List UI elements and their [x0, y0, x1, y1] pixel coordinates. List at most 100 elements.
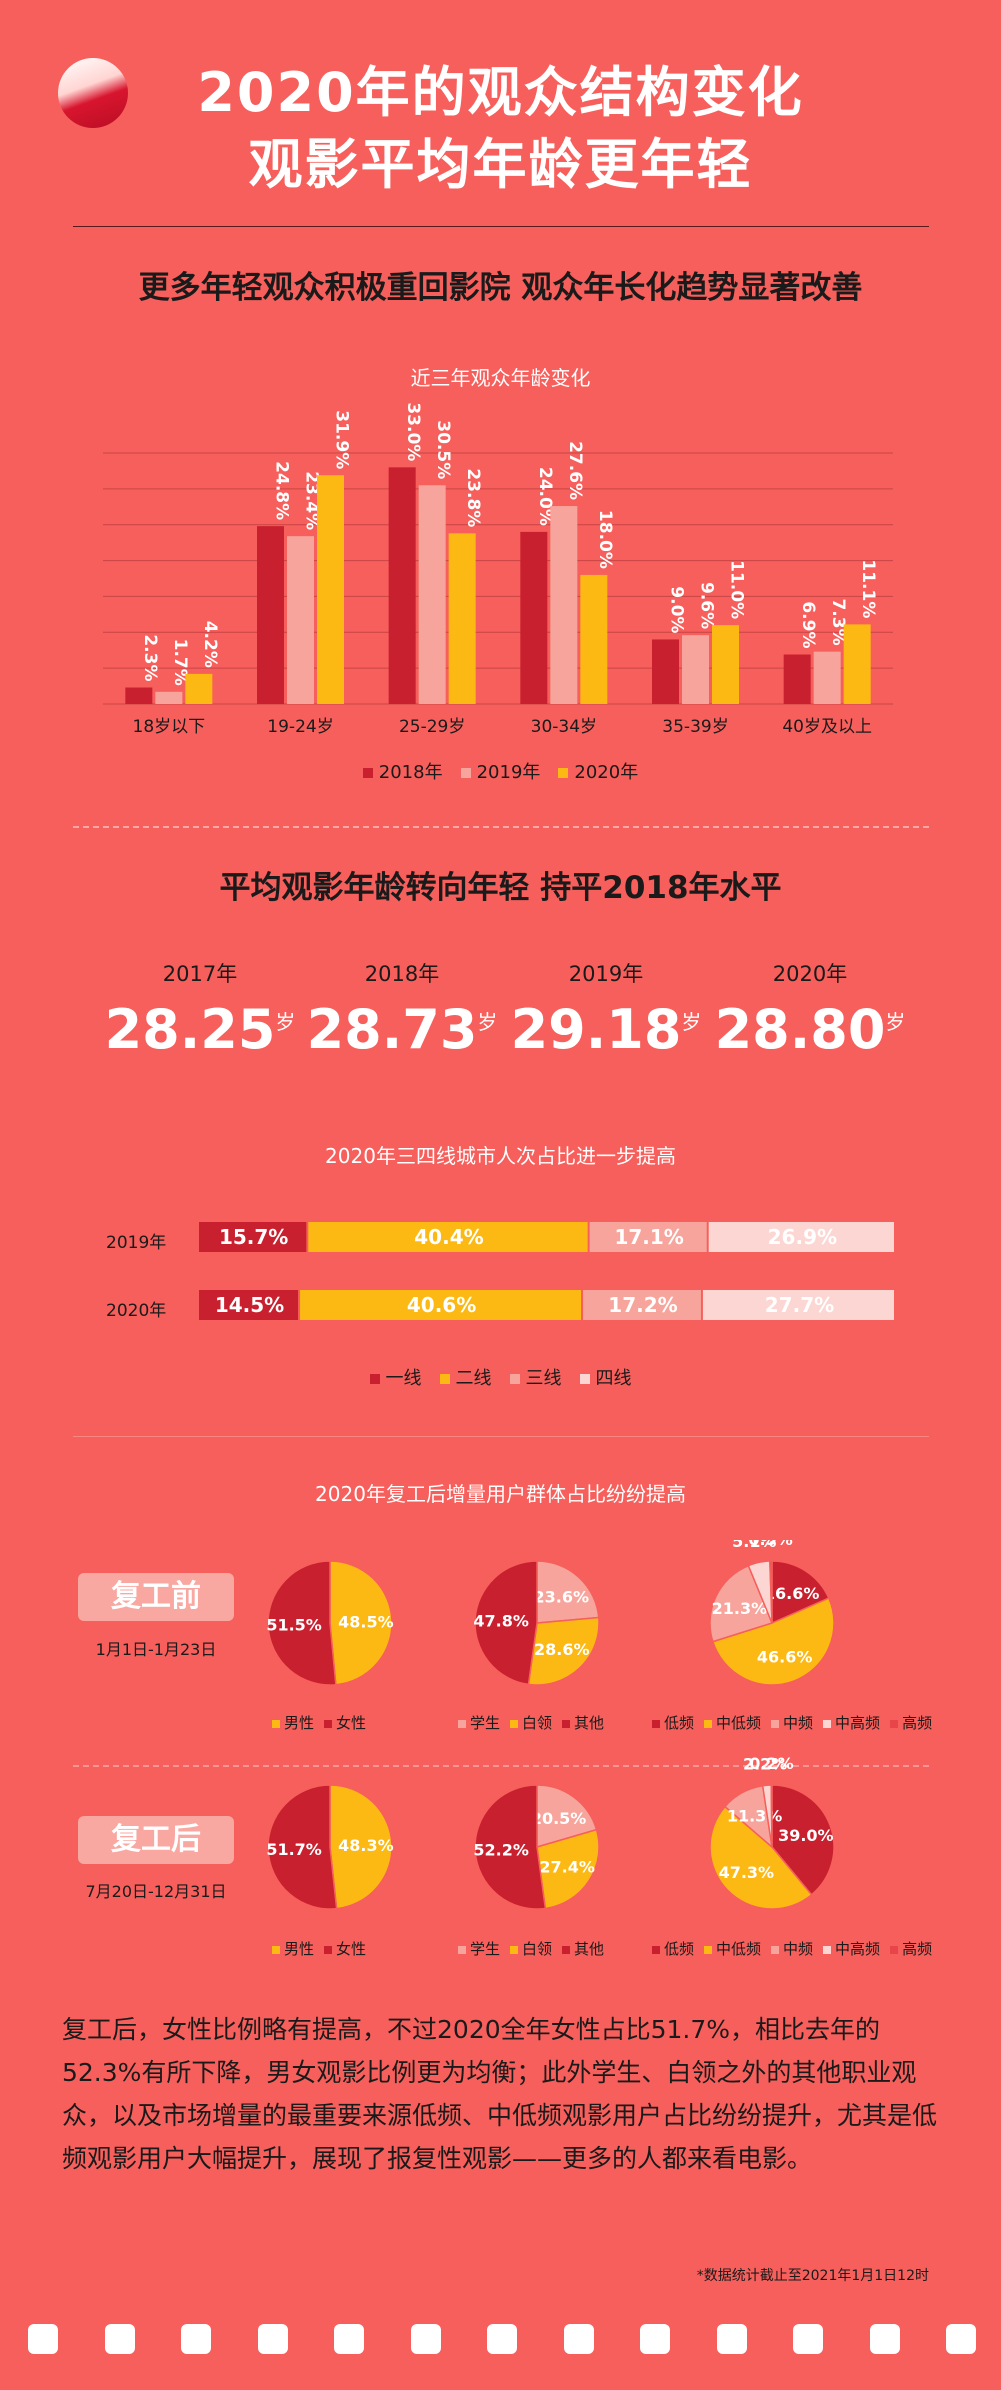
bar-value-label: 23.8% — [463, 468, 483, 527]
segment-value-label: 14.5% — [215, 1293, 284, 1317]
pie-value-label: 47.8% — [473, 1612, 529, 1631]
pie-legend-gender-after: 男性 女性 — [272, 1938, 366, 1959]
phase-dates-before: 1月1日-1月23日 — [95, 1640, 217, 1659]
section2-heading: 平均观影年龄转向年轻 持平2018年水平 — [219, 870, 782, 906]
avg-age-2017: 28.25岁 — [104, 998, 296, 1061]
audience-pie-charts: 48.5% 51.5% 23.6% 28.6% 47.8% 16.6% 46.6% 21.3%… — [266, 1540, 835, 1910]
bar-value-label: 4.2% — [200, 621, 220, 668]
film-sprocket-hole — [716, 2324, 747, 2354]
segment-二线-2020年 — [300, 1290, 582, 1320]
film-sprocket-hole — [181, 2324, 211, 2354]
legend-item-2019: 2019年 — [460, 758, 540, 784]
pie-value-label: 16.6% — [764, 1584, 820, 1603]
bar-value-label: 1.7% — [170, 639, 190, 686]
bar-2018年-30-34岁 — [520, 531, 548, 704]
legend-item-tier4: 四线 — [579, 1364, 632, 1390]
category-label: 35-39岁 — [662, 717, 728, 737]
bar-2018年-35-39岁 — [652, 639, 679, 704]
age-chart-legend: 2018年 2019年 2020年 — [362, 758, 638, 784]
bar-2018年-40岁及以上 — [783, 654, 811, 704]
pie-legend-frequency-before: 低频 中低频 中频 中高频 高频 — [652, 1712, 932, 1733]
avg-age-2020: 28.80岁 — [714, 998, 906, 1061]
film-sprocket-hole — [793, 2324, 823, 2354]
bar-value-label: 9.6% — [697, 582, 717, 629]
bar-value-label: 23.4% — [302, 471, 322, 530]
year-label-2019: 2019年 — [568, 962, 644, 986]
film-sprocket-hole — [946, 2324, 976, 2354]
section-divider — [73, 1436, 929, 1437]
phase-badge-before: 复工前 — [78, 1573, 234, 1621]
pie-slice-occupation-白领 — [536, 1828, 600, 1910]
pie-legend-gender-before: 男性 女性 — [272, 1712, 366, 1733]
segment-value-label: 40.6% — [407, 1293, 476, 1317]
pie-value-label: 48.3% — [338, 1836, 394, 1855]
pie-value-label: 27.4% — [539, 1858, 595, 1877]
title-divider — [73, 226, 929, 227]
pie-slice-frequency-高频 — [770, 1784, 773, 1848]
category-label: 40岁及以上 — [782, 717, 872, 737]
film-sprocket-hole — [104, 2324, 135, 2354]
pie-slice-occupation-其他 — [474, 1560, 538, 1686]
segment-value-label: 15.7% — [219, 1225, 288, 1249]
bar-2020年-25-29岁 — [448, 533, 476, 704]
logo-icon — [58, 58, 128, 128]
phase-dates-after: 7月20日-12月31日 — [85, 1882, 227, 1901]
bar-2019年-35-39岁 — [682, 635, 709, 704]
bar-2019年-18岁以下 — [155, 691, 183, 704]
pie-value-label: 51.7% — [266, 1840, 322, 1859]
segment-一线-2020年 — [199, 1290, 299, 1320]
legend-item-2018: 2018年 — [362, 758, 443, 784]
segment-四线-2020年 — [702, 1290, 894, 1320]
pie-legend-occupation-after: 学生 白领 其他 — [458, 1938, 604, 1959]
pie-value-label: 47.3% — [719, 1863, 775, 1882]
bar-value-label: 11.1% — [858, 559, 878, 618]
pie-value-label: 39.0% — [778, 1826, 834, 1845]
pie-slice-gender-女性 — [267, 1560, 337, 1686]
pie-value-label: 0.2% — [749, 1754, 793, 1773]
pie-slice-occupation-其他 — [474, 1784, 547, 1910]
film-sprocket-hole — [487, 2324, 517, 2354]
pie-slice-gender-男性 — [329, 1784, 393, 1910]
bar-2018年-19-24岁 — [257, 526, 284, 704]
film-sprocket-hole — [28, 2324, 58, 2354]
pie-value-label: 48.5% — [338, 1612, 394, 1631]
film-sprocket-hole — [563, 2324, 594, 2354]
legend-item-2020: 2020年 — [558, 758, 638, 784]
legend-item-tier2: 二线 — [439, 1364, 492, 1390]
film-sprocket-hole — [334, 2324, 364, 2354]
film-sprocket-hole — [410, 2324, 441, 2354]
bar-2018年-18岁以下 — [125, 687, 153, 704]
segment-value-label: 26.9% — [768, 1225, 837, 1249]
segment-一线-2019年 — [199, 1222, 307, 1252]
pie-slice-gender-男性 — [329, 1560, 393, 1686]
pie-slice-frequency-中低频 — [711, 1597, 835, 1686]
segment-四线-2019年 — [708, 1222, 894, 1252]
bar-2020年-40岁及以上 — [843, 624, 871, 704]
pie-chart-title: 2020年复工后增量用户群体占比纷纷提高 — [315, 1482, 686, 1506]
section1-heading: 更多年轻观众积极重回影院 观众年长化趋势显著改善 — [138, 270, 863, 306]
city-chart-legend: 一线 二线 三线 四线 — [369, 1364, 632, 1390]
pie-slice-occupation-白领 — [527, 1616, 600, 1686]
category-label: 18岁以下 — [133, 717, 206, 737]
segment-三线-2019年 — [589, 1222, 707, 1252]
bar-value-label: 24.0% — [535, 467, 555, 526]
bar-value-label: 18.0% — [595, 510, 615, 569]
pie-value-label: 51.5% — [266, 1616, 322, 1635]
section-divider — [73, 826, 929, 828]
bar-2020年-18岁以下 — [185, 673, 213, 704]
pie-value-label: 0.5% — [748, 1540, 792, 1549]
page-title-line2: 观影平均年龄更年轻 — [248, 133, 753, 196]
bar-2019年-19-24岁 — [287, 536, 314, 704]
pie-value-label: 52.2% — [473, 1840, 529, 1859]
page-title-line1: 2020年的观众结构变化 — [197, 61, 804, 124]
phase-badge-after: 复工后 — [78, 1816, 234, 1864]
legend-item-tier1: 一线 — [369, 1364, 422, 1390]
city-chart-title: 2020年三四线城市人次占比进一步提高 — [325, 1144, 676, 1168]
segment-value-label: 27.7% — [765, 1293, 834, 1317]
pie-value-label: 46.6% — [757, 1648, 813, 1667]
pie-slice-occupation-学生 — [536, 1784, 598, 1849]
bar-2019年-30-34岁 — [550, 506, 578, 704]
pie-slice-occupation-学生 — [536, 1560, 600, 1624]
bar-value-label: 30.5% — [433, 420, 453, 479]
category-label: 19-24岁 — [267, 717, 333, 737]
